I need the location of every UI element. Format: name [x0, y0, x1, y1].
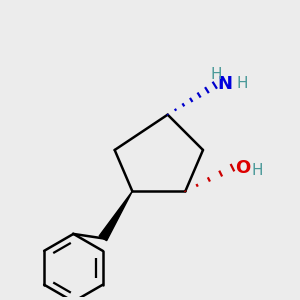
Polygon shape — [99, 191, 132, 241]
Text: N: N — [218, 75, 233, 93]
Text: H: H — [211, 67, 222, 82]
Text: H: H — [237, 76, 248, 91]
Text: H: H — [252, 163, 263, 178]
Text: O: O — [236, 159, 250, 177]
